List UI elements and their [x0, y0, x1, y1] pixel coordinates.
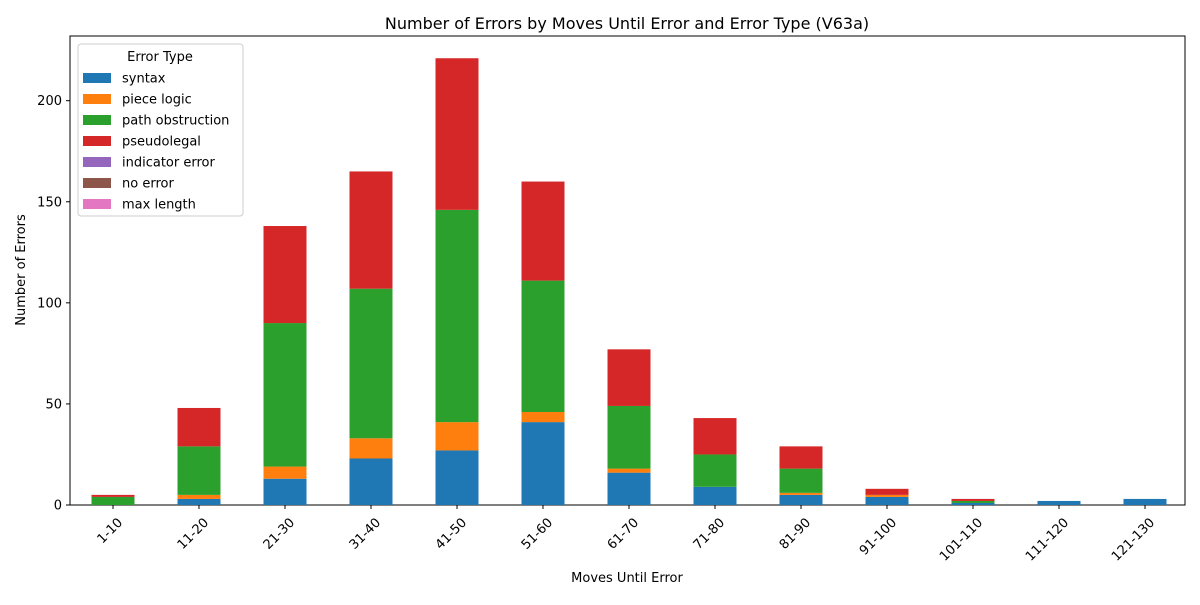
- legend-title: Error Type: [127, 50, 193, 65]
- bar-segment: [607, 468, 651, 473]
- x-tick-label: 91-100: [857, 515, 900, 558]
- y-axis-label: Number of Errors: [14, 214, 29, 326]
- bar-segment: [607, 349, 651, 406]
- legend-swatch: [83, 136, 111, 146]
- legend-swatch: [83, 157, 111, 167]
- bar-segment: [951, 498, 995, 501]
- bar-segment: [693, 454, 737, 487]
- x-tick-label: 41-50: [433, 515, 470, 552]
- bar-segment: [521, 280, 565, 413]
- bar-segment: [177, 498, 221, 505]
- bar-segment: [951, 502, 995, 505]
- bar-segment: [435, 58, 479, 210]
- legend-frame: [77, 43, 244, 217]
- bar-segment: [177, 494, 221, 499]
- bar-segment: [1037, 500, 1081, 505]
- bar-segment: [865, 494, 909, 497]
- bar-segment: [607, 472, 651, 505]
- bar-segment: [263, 323, 307, 467]
- chart-title: Number of Errors by Moves Until Error an…: [385, 14, 869, 33]
- legend-items: syntax piece logic path obstruction pseudol…: [83, 72, 229, 213]
- legend-swatch: [83, 94, 111, 104]
- legend-label: indicator error: [122, 156, 215, 171]
- legend-label: max length: [122, 198, 196, 213]
- bar-segment: [177, 446, 221, 495]
- legend-swatch: [83, 199, 111, 209]
- x-tick-label: 71-80: [691, 515, 728, 552]
- x-tick-label: 121-130: [1109, 515, 1158, 564]
- legend-swatch: [83, 178, 111, 188]
- bar-segment: [435, 450, 479, 505]
- bar-segment: [435, 422, 479, 451]
- bar-segment: [607, 405, 651, 469]
- bar-segment: [263, 226, 307, 324]
- bar-segment: [349, 171, 393, 289]
- y-tick-label: 100: [37, 296, 62, 311]
- bar-segment: [779, 494, 823, 505]
- bars-group: [91, 58, 1167, 505]
- x-axis-ticks: 1-10 11-20 21-30 31-40 41-50 51-60 61-70 71-80 8…: [95, 505, 1158, 564]
- bar-segment: [521, 412, 565, 423]
- bar-segment: [779, 446, 823, 469]
- bar-segment: [349, 458, 393, 505]
- x-tick-label: 51-60: [519, 515, 556, 552]
- y-axis-ticks: 0 50 100 150 200: [37, 94, 70, 514]
- bar-segment: [177, 407, 221, 447]
- bar-segment: [1123, 498, 1167, 505]
- x-tick-label: 81-90: [777, 515, 814, 552]
- legend-label: path obstruction: [122, 114, 229, 129]
- bar-segment: [91, 496, 135, 505]
- legend-swatch: [83, 73, 111, 83]
- legend-label: pseudolegal: [122, 135, 201, 150]
- bar-segment: [693, 418, 737, 455]
- x-tick-label: 31-40: [347, 515, 384, 552]
- x-tick-label: 61-70: [605, 515, 642, 552]
- bar-segment: [521, 181, 565, 281]
- x-tick-label: 11-20: [175, 515, 212, 552]
- bar-segment: [865, 496, 909, 505]
- bar-segment: [865, 488, 909, 495]
- bar-segment: [91, 494, 135, 497]
- bar-segment: [263, 466, 307, 479]
- legend: Error Type syntax piece logic path obstruc…: [77, 43, 244, 217]
- bar-segment: [779, 492, 823, 495]
- legend-label: piece logic: [122, 93, 192, 108]
- x-tick-label: 1-10: [95, 515, 126, 546]
- x-axis-label: Moves Until Error: [571, 571, 683, 586]
- y-tick-label: 150: [37, 195, 62, 210]
- legend-label: no error: [122, 177, 174, 192]
- y-tick-label: 50: [45, 397, 62, 412]
- x-tick-label: 21-30: [261, 515, 298, 552]
- x-tick-label: 101-110: [937, 515, 986, 564]
- y-tick-label: 0: [54, 499, 62, 514]
- legend-swatch: [83, 115, 111, 125]
- x-tick-label: 111-120: [1023, 515, 1072, 564]
- bar-segment: [951, 500, 995, 503]
- bar-segment: [693, 486, 737, 505]
- bar-segment: [263, 478, 307, 505]
- legend-label: syntax: [122, 72, 166, 87]
- bar-segment: [349, 288, 393, 439]
- bar-segment: [521, 422, 565, 505]
- bar-segment: [349, 438, 393, 459]
- bar-segment: [779, 468, 823, 493]
- bar-segment: [435, 209, 479, 423]
- y-tick-label: 200: [37, 94, 62, 109]
